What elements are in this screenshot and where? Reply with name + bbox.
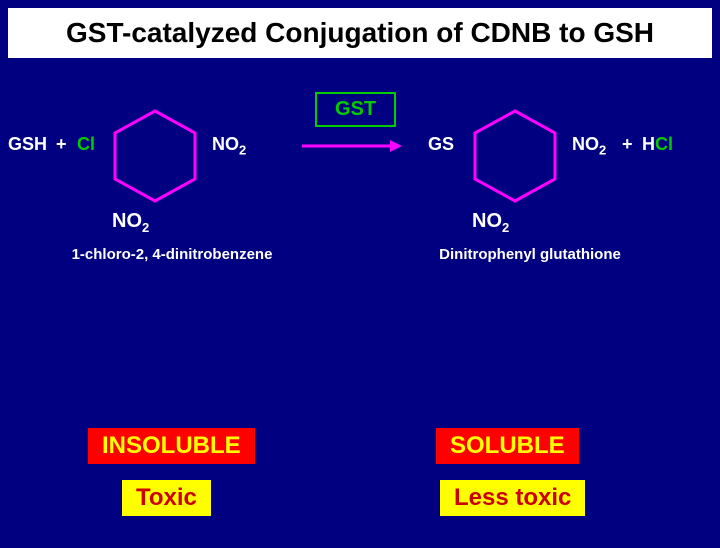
- left-solubility-badge: INSOLUBLE: [88, 428, 255, 464]
- right-hexagon: [465, 106, 565, 206]
- left-toxicity-badge: Toxic: [122, 480, 211, 516]
- hcl-label: HCl: [642, 134, 673, 155]
- cl-label: Cl: [77, 134, 95, 155]
- left-no2-bottom: NO2: [112, 210, 149, 235]
- right-no2-right: NO2: [572, 134, 606, 158]
- left-no2-right: NO2: [212, 134, 246, 158]
- reaction-arrow: [302, 136, 402, 156]
- reaction-diagram: GST GSH + Cl NO2 NO2 GS NO2 + HCl NO2 1-…: [0, 88, 720, 308]
- gs-label: GS: [428, 134, 454, 155]
- right-no2-bottom: NO2: [472, 210, 509, 235]
- gsh-label: GSH: [8, 134, 47, 155]
- plus-left: +: [56, 134, 67, 155]
- right-solubility-badge: SOLUBLE: [436, 428, 579, 464]
- enzyme-label: GST: [315, 92, 396, 127]
- right-toxicity-badge: Less toxic: [440, 480, 585, 516]
- left-compound-name: 1-chloro-2, 4-dinitrobenzene: [52, 246, 292, 263]
- plus-right: +: [622, 134, 633, 155]
- right-compound-name: Dinitrophenyl glutathione: [410, 246, 650, 263]
- page-title: GST-catalyzed Conjugation of CDNB to GSH: [8, 8, 712, 58]
- left-hexagon: [105, 106, 205, 206]
